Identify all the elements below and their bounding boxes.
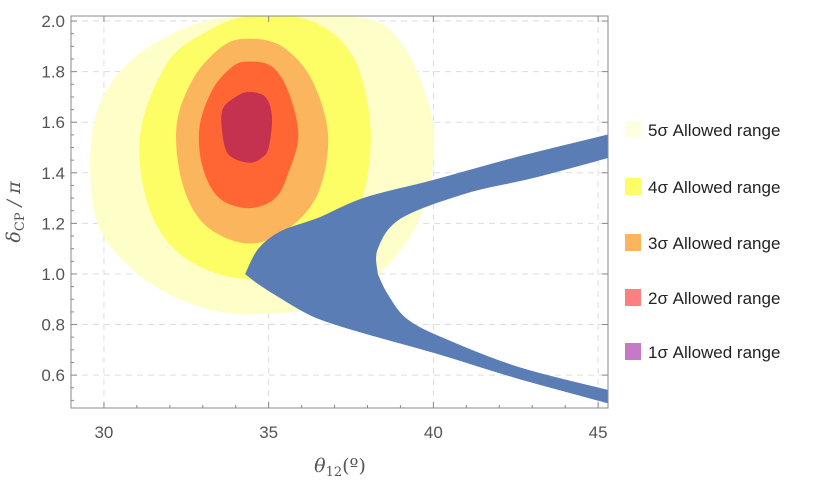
y-tick-label-1: 0.8 [41,316,65,335]
y-axis-rest: / π [3,181,25,212]
region-1sigma [221,91,273,163]
legend-label-5sigma: 5σ Allowed range [648,121,780,140]
y-tick-label-3: 1.2 [41,214,65,233]
y-tick-label-2: 1.0 [41,265,65,284]
x-axis-subscript: 12 [326,465,343,480]
x-axis-unit: (º) [342,455,366,477]
legend-label-3sigma: 3σ Allowed range [648,234,780,253]
y-tick-label-6: 1.8 [41,63,65,82]
y-tick-label-4: 1.4 [41,164,65,183]
model-band [245,134,608,404]
x-tick-label-3: 45 [589,423,608,442]
legend-label-4sigma: 4σ Allowed range [648,178,780,197]
band-region [245,134,608,404]
legend-label-1sigma: 1σ Allowed range [648,343,780,362]
axis-ticks: 30 35 40 45 0.6 0.8 1.0 1.2 1.4 1.6 1.8 2.0 [41,12,608,442]
plot-frame [70,15,609,409]
y-tick-label-0: 0.6 [41,366,65,385]
x-axis-symbol: θ [314,455,326,477]
y-tick-label-7: 2.0 [41,12,65,31]
x-tick-label-1: 35 [259,423,278,442]
legend-swatch-2sigma [625,289,641,306]
legend-swatch-3sigma [625,234,641,251]
y-axis-subscript: CP [13,212,28,231]
legend: 5σ Allowed range 4σ Allowed range 3σ Allow… [625,121,780,362]
y-tick-label-5: 1.6 [41,113,65,132]
legend-swatch-1sigma [625,343,641,360]
legend-swatch-4sigma [625,178,641,195]
legend-swatch-5sigma [625,121,641,138]
y-axis-label: δCP / π [3,181,28,243]
y-axis-symbol: δ [3,231,25,242]
x-axis-label: θ12(º) [314,455,366,480]
legend-label-2sigma: 2σ Allowed range [648,289,780,308]
x-tick-label-0: 30 [94,423,113,442]
x-tick-label-2: 40 [424,423,443,442]
